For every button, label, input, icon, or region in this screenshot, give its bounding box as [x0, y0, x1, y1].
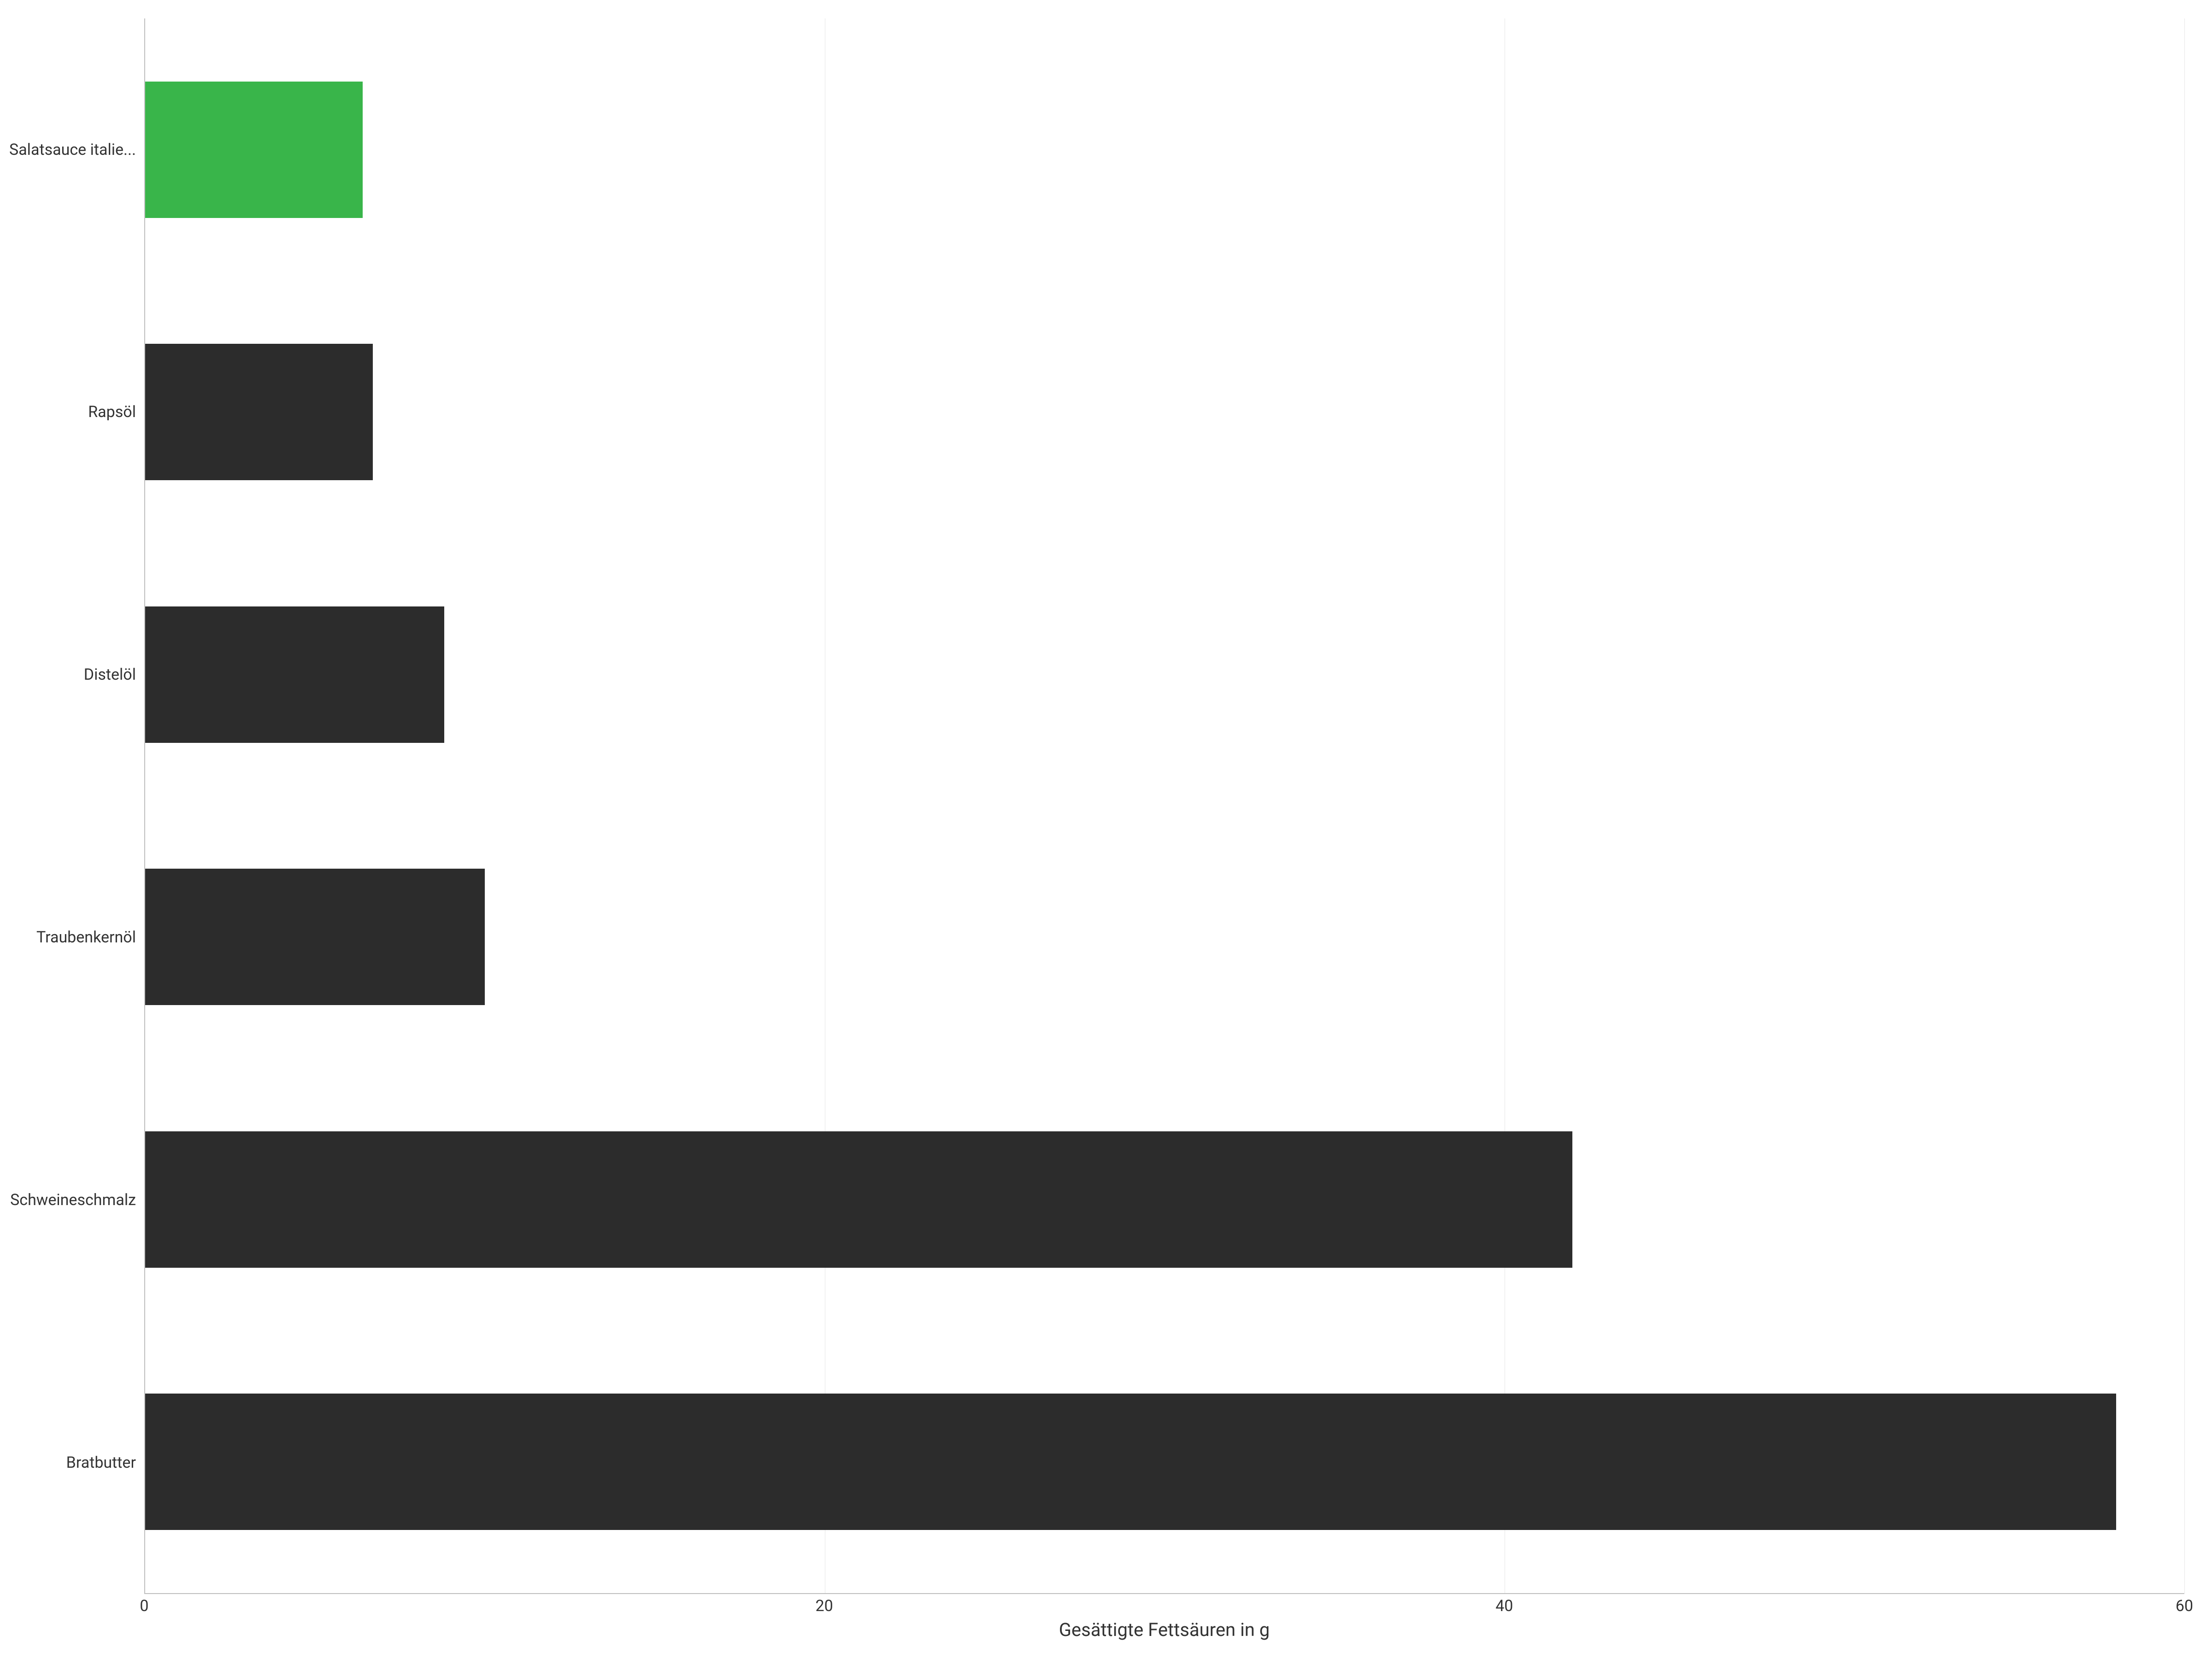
x-tick-label: 20	[816, 1597, 833, 1615]
x-axis-ticks: 0204060	[144, 1594, 2184, 1617]
bar	[145, 82, 363, 218]
x-tick-label: 40	[1495, 1597, 1513, 1615]
category-label: Distelöl	[9, 665, 136, 684]
x-axis-row: 0204060	[9, 1594, 2184, 1617]
category-label: Salatsauce italie...	[9, 141, 136, 159]
category-label: Schweineschmalz	[9, 1191, 136, 1210]
bar-slot	[145, 543, 2184, 806]
bar	[145, 606, 444, 743]
category-label: Traubenkernöl	[9, 928, 136, 947]
bar-slot	[145, 18, 2184, 281]
bar	[145, 1394, 2117, 1530]
axis-spacer	[9, 1594, 144, 1617]
bar	[145, 344, 373, 480]
bar-slot	[145, 806, 2184, 1069]
bar	[145, 1131, 1573, 1268]
bar-slot	[145, 1068, 2184, 1331]
category-label: Rapsöl	[9, 403, 136, 422]
bar-slot	[145, 1331, 2184, 1594]
plot-row: Salatsauce italie... Rapsöl Distelöl Traube…	[9, 18, 2184, 1594]
bar	[145, 869, 485, 1005]
category-label: Bratbutter	[9, 1453, 136, 1472]
gridline	[2184, 18, 2185, 1593]
y-axis-category-labels: Salatsauce italie... Rapsöl Distelöl Traube…	[9, 18, 144, 1594]
x-axis-label-row: Gesättigte Fettsäuren in g	[9, 1617, 2184, 1641]
saturated-fat-bar-chart: Salatsauce italie... Rapsöl Distelöl Traube…	[0, 0, 2212, 1659]
axis-spacer	[9, 1617, 144, 1641]
x-axis-label: Gesättigte Fettsäuren in g	[144, 1617, 2184, 1641]
x-tick-label: 0	[140, 1597, 148, 1615]
plot-area	[144, 18, 2184, 1594]
x-tick-label: 60	[2176, 1597, 2193, 1615]
bar-slot	[145, 281, 2184, 544]
